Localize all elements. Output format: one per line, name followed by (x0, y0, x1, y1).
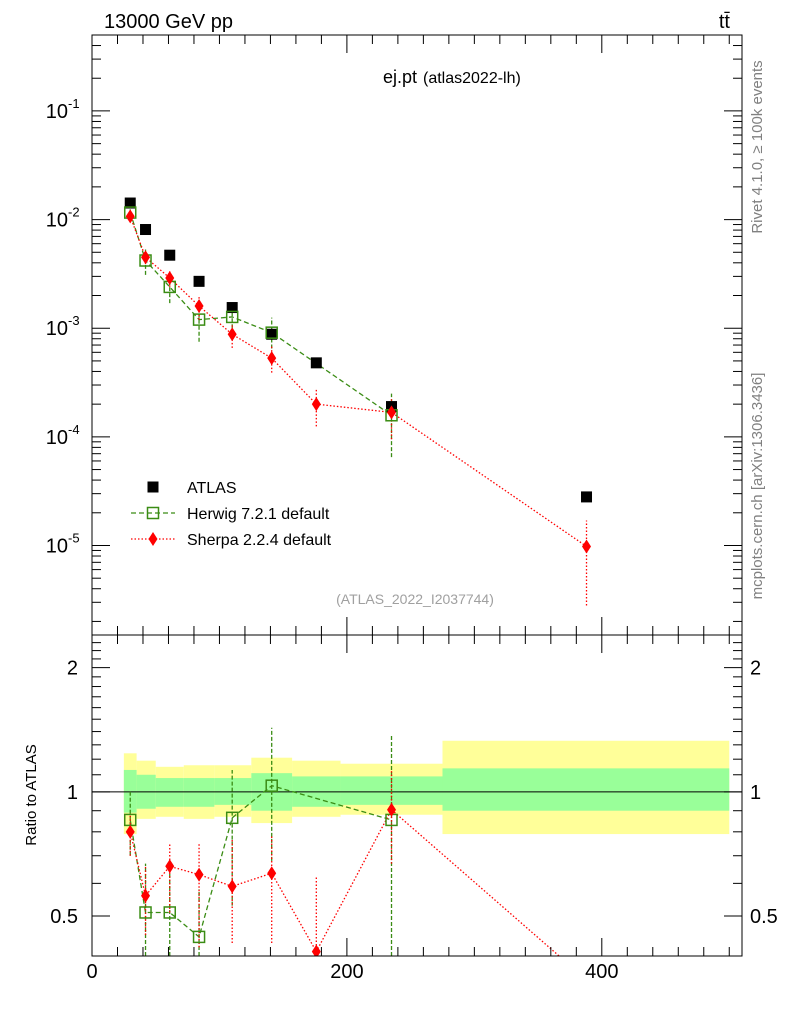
ratio-ylabel: Ratio to ATLAS (23, 744, 40, 845)
main-ytick-label: 10 (46, 318, 68, 340)
sherpa-ratio-point (125, 824, 135, 839)
herwig-ratio-point (163, 906, 176, 919)
ratio-series (123, 727, 561, 956)
ratio-ytick-label: 0.5 (50, 906, 78, 928)
legend-label: Sherpa 2.2.4 default (187, 532, 332, 549)
atlas-point (266, 328, 278, 340)
herwig-point (192, 313, 206, 326)
analysis-label: (ATLAS_2022_I2037744) (336, 591, 494, 607)
sherpa-point (311, 397, 321, 412)
ratio-xtick-label: 200 (330, 961, 363, 983)
herwig-point (265, 326, 278, 339)
ratio-plot-frame (91, 634, 743, 957)
sherpa-point (194, 299, 204, 314)
ratio-ytick-label-right: 1 (750, 782, 761, 804)
herwig-ratio-point (265, 779, 278, 792)
main-ytick-label: 10 (46, 101, 68, 123)
uncertainty-band-inner (442, 768, 730, 811)
main-ytick-label-exponent: -2 (68, 205, 80, 220)
uncertainty-band-inner (183, 778, 215, 807)
legend-atlas-marker (147, 481, 159, 493)
sherpa-ratio-point (141, 888, 151, 903)
sherpa-ratio-point (311, 944, 321, 956)
ratio-ytick-label: 2 (67, 658, 78, 680)
legend-label: Herwig 7.2.1 default (187, 506, 330, 523)
sherpa-point (125, 209, 135, 224)
ratio-ytick-label-right: 0.5 (750, 906, 778, 928)
main-title: ej.pt (383, 67, 417, 87)
main-subtitle: (atlas2022-lh) (423, 70, 521, 87)
sherpa-point (227, 327, 237, 342)
atlas-point (226, 302, 238, 314)
legend-herwig-marker (146, 506, 160, 520)
uncertainty-band-inner (123, 769, 137, 813)
legend-sherpa-marker (148, 532, 158, 546)
process-label: tt̄ (719, 11, 731, 33)
main-ytick-label-exponent: -5 (68, 530, 80, 545)
main-ytick-label-exponent: -1 (68, 96, 80, 111)
rivet-label: Rivet 4.1.0, ≥ 100k events (749, 60, 766, 233)
atlas-point (124, 197, 136, 209)
ratio-xtick-label: 400 (585, 961, 618, 983)
atlas-point (164, 249, 176, 261)
energy-label: 13000 GeV pp (104, 11, 233, 33)
sherpa-ratio-point (194, 867, 204, 882)
sherpa-ratio-point (387, 802, 397, 817)
main-ytick-label-exponent: -4 (68, 422, 80, 437)
sherpa-point (267, 351, 277, 366)
atlas-point (581, 491, 593, 503)
legend: ATLAS Herwig 7.2.1 default Sherpa 2.2.4 de… (131, 480, 332, 549)
sherpa-point (387, 405, 397, 420)
main-ytick-label: 10 (46, 427, 68, 449)
sherpa-ratio-point (267, 866, 277, 881)
main-ytick-label: 10 (46, 210, 68, 232)
herwig-ratio-point (139, 906, 152, 919)
sherpa-point (582, 539, 592, 554)
ratio-ytick-label-right: 2 (750, 658, 761, 680)
herwig-point (225, 310, 239, 324)
main-ytick-label-exponent: -3 (68, 313, 80, 328)
atlas-point (140, 224, 152, 236)
sherpa-ratio-point (165, 859, 175, 874)
main-plot: 10-110-210-310-410-5 ej.pt (atlas2022-lh… (46, 34, 743, 636)
ratio-xtick-label: 0 (86, 961, 97, 983)
ratio-ytick-label: 1 (67, 782, 78, 804)
herwig-line (129, 212, 392, 416)
herwig-ratio-point (192, 930, 206, 944)
sherpa-point (141, 250, 151, 265)
main-ytick-label: 10 (46, 535, 68, 557)
legend-label: ATLAS (187, 480, 237, 497)
atlas-point (310, 357, 322, 369)
uncertainty-band-inner (155, 778, 184, 807)
sherpa-ratio-point (227, 879, 237, 894)
mcplots-label: mcplots.cern.ch [arXiv:1306.3436] (749, 373, 766, 600)
sherpa-point (165, 270, 175, 285)
herwig-ratio-point (225, 811, 239, 825)
ratio-plot: 0 200 400 0.5 0.5 1 1 2 2 Ratio to ATLAS (23, 634, 778, 983)
atlas-point (193, 275, 205, 287)
